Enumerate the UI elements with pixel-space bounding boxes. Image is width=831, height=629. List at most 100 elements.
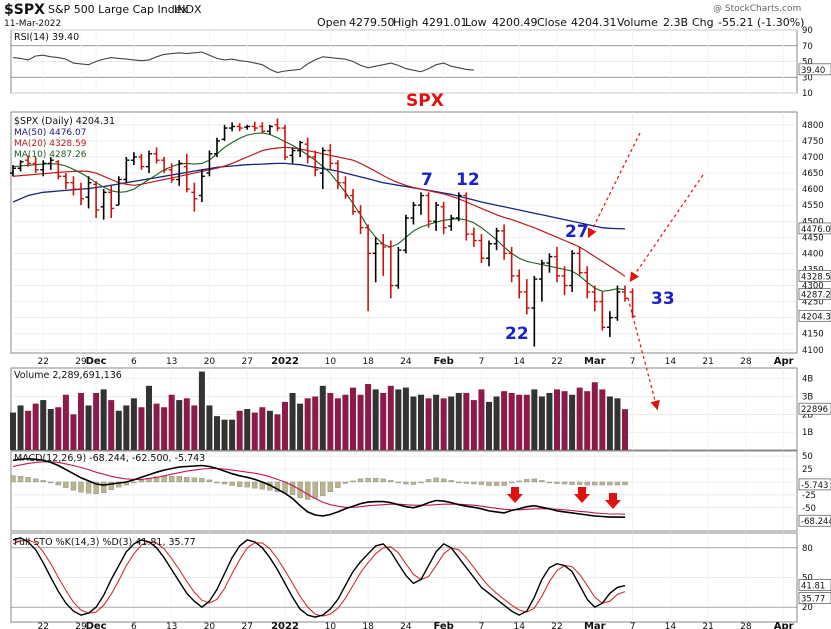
volume-bar (591, 382, 598, 450)
macd-histogram-bar (584, 481, 590, 486)
price-tick-label: 4150 (802, 330, 824, 340)
macd-histogram-bar (501, 481, 507, 486)
macd-histogram-bar (304, 481, 311, 500)
macd-histogram-bar (55, 481, 62, 486)
rsi-tick-label: 70 (802, 42, 813, 52)
macd-tick-label: -50 (802, 504, 816, 514)
macd-histogram-bar (508, 481, 515, 484)
volume-bar (576, 387, 583, 450)
volume-bar (501, 391, 508, 450)
macd-histogram-bar (493, 481, 500, 486)
macd-histogram-bar (418, 481, 424, 484)
volume-bar (508, 392, 515, 450)
macd-tick-label: -25 (802, 491, 816, 501)
macd-histogram-bar (32, 478, 39, 483)
volume-bar (236, 410, 243, 450)
price-tick-label: 4800 (802, 121, 824, 131)
macd-histogram-bar (554, 481, 560, 484)
volume-bar (584, 391, 591, 450)
annotation-7: 7 (421, 170, 433, 190)
volume-bar (523, 394, 530, 450)
volume-bar (312, 396, 319, 450)
x-tick-label: 6 (131, 357, 137, 367)
volume-bar (395, 389, 402, 450)
macd-histogram-bar (85, 481, 92, 494)
change-value: -55.21 (-1.30%) (718, 16, 804, 29)
macd-histogram-bar (312, 481, 318, 499)
volume-bar (402, 387, 409, 450)
macd-histogram-bar (138, 479, 145, 483)
ma10-current-label: 4287.26 (801, 291, 831, 301)
macd-histogram-bar (599, 481, 606, 486)
ohlc-summary: Open 4279.50 High 4291.01 Low 4200.49 Cl… (317, 16, 804, 29)
volume-bar (214, 416, 220, 450)
price-tick-label: 4400 (802, 249, 824, 259)
x-tick-label: 22 (37, 357, 48, 367)
macd-histogram-bar (289, 481, 296, 496)
macd-histogram-bar (471, 481, 477, 485)
volume-bar (100, 389, 107, 450)
x-tick-label: 14 (513, 357, 525, 367)
macd-histogram-bar (78, 481, 84, 493)
volume-bar (357, 394, 364, 450)
x-tick-label: 27 (241, 357, 252, 367)
macd-tick-label: 50 (802, 452, 813, 462)
volume-current-label: 22896 (801, 405, 828, 415)
volume-bar (380, 392, 387, 450)
volume-bar (93, 392, 100, 450)
trend-arrow-down (627, 297, 660, 411)
price-tick-label: 4650 (802, 169, 824, 179)
x-tick-label-bottom: 28 (740, 622, 752, 629)
macd-histogram-bar (372, 478, 379, 483)
volume-bar (62, 394, 69, 450)
macd-histogram-bar (93, 481, 99, 495)
price-tick-label: 4300 (802, 282, 824, 292)
volume-bar (372, 389, 379, 450)
volume-bar (538, 396, 545, 450)
x-tick-label: 22 (551, 357, 562, 367)
x-tick-label: 13 (166, 357, 177, 367)
x-tick-label-bottom: 20 (204, 622, 216, 629)
x-tick-label-bottom: Mar (584, 621, 606, 629)
x-tick-label-bottom: 13 (166, 622, 177, 629)
macd-histogram-bar (48, 481, 54, 484)
price-tick-label: 4100 (802, 346, 824, 356)
macd-histogram-bar (531, 478, 538, 483)
volume-bar (123, 405, 130, 450)
volume-bar (176, 400, 183, 450)
volume-bar (191, 405, 198, 450)
macd-histogram-bar (478, 481, 485, 485)
volume-bar (32, 403, 39, 450)
macd-histogram-bar (335, 481, 341, 488)
volume-bar (425, 398, 432, 450)
volume-bar (418, 394, 424, 450)
macd-histogram-bar (221, 481, 228, 485)
x-tick-label: Feb (433, 356, 453, 367)
macd-current-label-box (798, 514, 831, 527)
trend-arrows (587, 132, 704, 411)
volume-bar (206, 405, 213, 450)
macd-arrow-2 (574, 487, 590, 503)
volume-bar (108, 400, 115, 450)
macd-histogram-bar (191, 477, 198, 483)
volume-bar (10, 412, 16, 450)
price-tick-label: 4500 (802, 217, 824, 227)
volume-legend: Volume 2,289,691,136 (14, 370, 122, 381)
stochastic-tick-label: 20 (802, 603, 813, 613)
volume-bar (470, 400, 477, 450)
macd-histogram-bar (116, 481, 122, 488)
index-name-label: S&P 500 Large Cap Index (48, 3, 188, 16)
macd-legend: MACD(12,26,9) -68.244, -62.500, -5.743 (14, 453, 205, 464)
x-tick-label: Apr (774, 356, 794, 367)
rsi-tick-label: 50 (802, 58, 813, 68)
stochastic-legend: Full STO %K(14,3) %D(3) 41.81, 35.77 (14, 537, 196, 548)
macd-histogram-bar (244, 481, 250, 488)
macd-histogram-bar (357, 478, 364, 483)
macd-histogram-bar (425, 479, 432, 483)
stochastic-tick-label: 80 (802, 544, 813, 554)
high-label: High (393, 16, 418, 29)
volume-bar (85, 405, 92, 450)
annotation-22: 22 (505, 324, 529, 344)
ma50-current-label: 4476.07 (801, 225, 831, 235)
rsi-tick-label: 90 (802, 26, 813, 36)
